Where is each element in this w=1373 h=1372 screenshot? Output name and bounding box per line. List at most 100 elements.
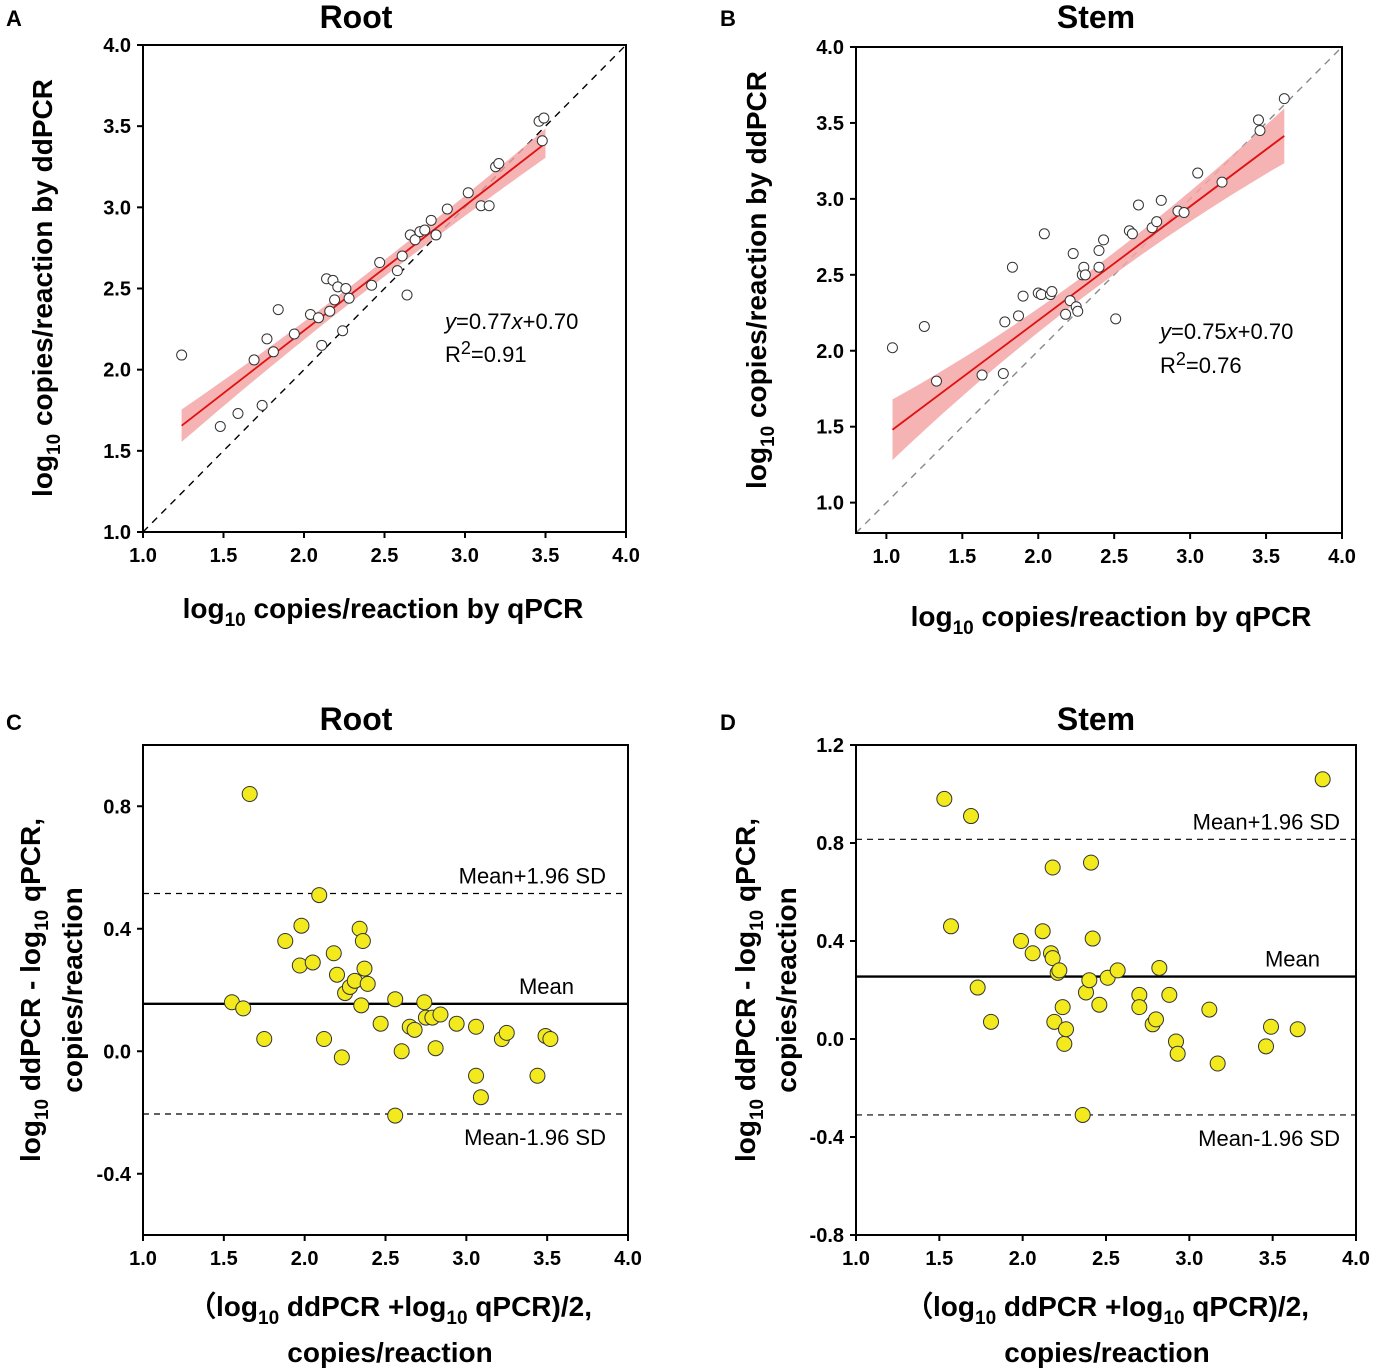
y-tick-label: 1.0 [103, 522, 131, 544]
panel-title: Stem [1057, 0, 1135, 35]
x-axis-label-line1: （log10 ddPCR +log10 qPCR)/2, [188, 1290, 592, 1329]
plot-area [143, 786, 628, 1124]
data-point [387, 1107, 404, 1124]
y-label-part: ddPCR - log [15, 931, 46, 1099]
data-point [1155, 194, 1167, 206]
x-label-subscript: 10 [446, 1308, 467, 1329]
panel-b: B Stem y=0.75x+0.70 R2=0.76 1.0 1.5 2.0 2.5 3.0 3… [720, 0, 1356, 639]
data-point [1314, 771, 1331, 788]
y-tick-label: 4.0 [816, 37, 844, 59]
y-tick-label: 0.0 [816, 1029, 844, 1051]
y-tick-label: 2.0 [103, 360, 131, 382]
x-label-part: qPCR)/2, [1185, 1291, 1309, 1322]
x-tick-label: 2.5 [372, 1248, 400, 1270]
y-axis-label-line2: copies/reaction [57, 887, 88, 1092]
eq-slope: =0.75 [1171, 319, 1227, 344]
y-label-text: copies/reaction by ddPCR [27, 79, 58, 434]
x-label-log: log [183, 593, 225, 624]
data-point [1148, 1011, 1164, 1028]
y-label-part: qPCR, [730, 818, 761, 910]
y-label-part: log [15, 1120, 46, 1162]
plot-area [856, 47, 1342, 533]
data-point [976, 369, 988, 381]
data-point [1044, 859, 1061, 876]
data-point [401, 289, 413, 301]
data-point [1034, 923, 1051, 940]
y-label-subscript: 10 [758, 426, 779, 447]
x-tick-label: 2.0 [290, 545, 318, 567]
data-point [324, 305, 336, 317]
panel-a: A Root y=0.77x+0.70 R2=0.91 1.0 1.5 2.0 2.5 3.0 3… [6, 0, 640, 631]
x-tick-label: 3.0 [1176, 546, 1204, 568]
y-tick-label: -0.4 [810, 1127, 845, 1149]
panel-c: C Root Mean+1.96 SD Mean Mean-1.96 SD 1.0 1.5 2… [6, 701, 642, 1368]
x-tick-label: 2.0 [1009, 1248, 1037, 1270]
x-axis-label-line1: （log10 ddPCR +log10 qPCR)/2, [905, 1290, 1309, 1329]
data-point [1067, 248, 1079, 260]
data-point [943, 918, 959, 935]
data-point [1013, 310, 1025, 322]
y-tick-label: 3.5 [103, 116, 131, 138]
data-point [337, 325, 349, 337]
data-point [997, 368, 1009, 380]
data-point [1013, 933, 1029, 949]
x-tick-label: 4.0 [1342, 1248, 1370, 1270]
data-point [1006, 261, 1018, 273]
x-tick-label: 1.5 [210, 1248, 238, 1270]
data-point [288, 328, 300, 340]
data-point [393, 1043, 410, 1060]
data-point [1216, 176, 1228, 188]
data-point [416, 994, 433, 1011]
y-tick-label: 3.0 [103, 197, 131, 219]
x-tick-label: 2.0 [291, 1248, 319, 1270]
y-label-subscript: 10 [747, 910, 768, 931]
eq-intercept: +0.70 [523, 309, 579, 334]
y-label-part: qPCR, [15, 818, 46, 910]
data-point [1289, 1021, 1306, 1038]
data-point [1109, 962, 1126, 979]
data-point [969, 979, 986, 996]
data-point [1258, 1038, 1274, 1055]
y-tick-label: -0.8 [810, 1225, 844, 1247]
x-label-subscript: 10 [953, 618, 974, 639]
x-tick-label: 3.5 [533, 1248, 561, 1270]
y-label-part: ddPCR - log [730, 931, 761, 1099]
data-point [1192, 167, 1204, 179]
data-point [1169, 1045, 1186, 1062]
data-point [343, 292, 355, 304]
r2-superscript: 2 [1176, 349, 1186, 369]
upper-limit-label: Mean+1.96 SD [459, 864, 606, 889]
data-point [272, 304, 284, 316]
x-tick-label: 3.5 [1252, 546, 1280, 568]
x-label-text: copies/reaction by qPCR [974, 601, 1312, 632]
x-label-part: ddPCR +log [279, 1291, 446, 1322]
x-label-subscript: 10 [1163, 1308, 1184, 1329]
data-point [1178, 207, 1190, 219]
x-label-subscript: 10 [975, 1308, 996, 1329]
data-point [1209, 1055, 1226, 1072]
x-tick-label: 1.5 [948, 546, 976, 568]
data-point [372, 1015, 389, 1032]
data-point [1201, 1001, 1218, 1018]
data-point [536, 135, 548, 147]
panel-title: Root [320, 701, 393, 737]
data-point [329, 294, 341, 306]
y-tick-label: 1.0 [816, 493, 844, 515]
r2-value: =0.76 [1186, 353, 1242, 378]
data-point [1151, 959, 1168, 976]
data-point [1098, 234, 1110, 246]
x-tick-label: 1.0 [872, 546, 900, 568]
x-tick-label: 3.0 [1175, 1248, 1203, 1270]
x-label-subscript: 10 [225, 610, 246, 631]
data-point [963, 808, 979, 825]
data-point [1056, 1035, 1073, 1052]
x-tick-label: 2.0 [1024, 546, 1052, 568]
data-point [1151, 216, 1163, 228]
data-point [483, 200, 495, 212]
y-label-log: log [27, 455, 58, 497]
y-tick-label: 1.5 [103, 441, 131, 463]
data-point [396, 250, 408, 262]
x-label-log: log [911, 601, 953, 632]
data-point [176, 349, 188, 361]
